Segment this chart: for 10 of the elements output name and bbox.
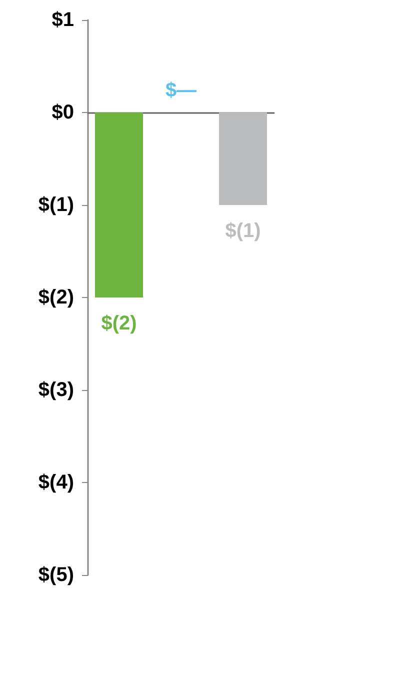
data-label: $(1) xyxy=(225,220,261,242)
data-label: $(2) xyxy=(101,312,137,334)
y-tick-label: $(3) xyxy=(38,379,74,401)
y-tick-label: $0 xyxy=(52,102,74,124)
y-tick-label: $(1) xyxy=(38,194,74,216)
y-tick-label: $1 xyxy=(52,9,74,31)
y-tick-label: $(5) xyxy=(38,564,74,586)
data-label: $— xyxy=(165,80,197,102)
y-tick-label: $(2) xyxy=(38,286,74,308)
y-tick-label: $(4) xyxy=(38,472,74,494)
